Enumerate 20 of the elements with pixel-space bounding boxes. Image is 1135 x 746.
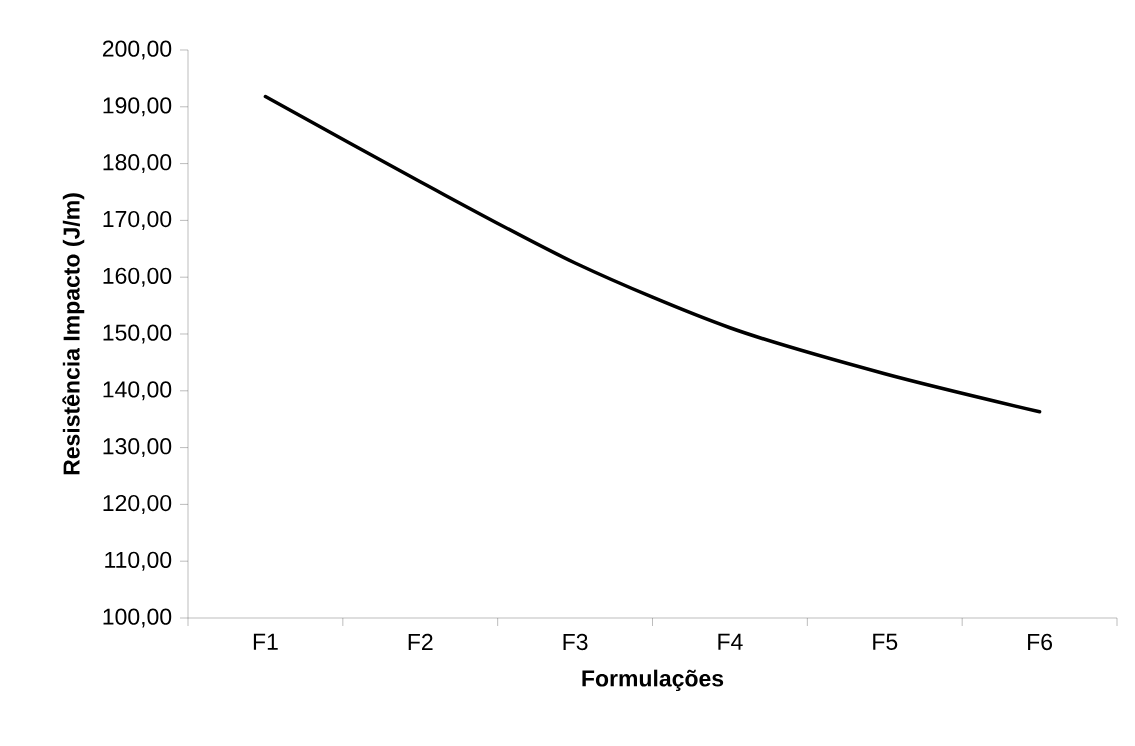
y-tick-label: 110,00 — [105, 551, 172, 571]
line-series — [263, 94, 1042, 414]
y-tick-label: 120,00 — [103, 494, 172, 514]
x-tick-label: F1 — [253, 633, 278, 650]
y-tick-label: 140,00 — [103, 381, 172, 401]
y-tick-label: 160,00 — [103, 267, 172, 287]
y-axis-title: Resistência Impacto (J/m) — [62, 193, 85, 475]
x-tick-label: F3 — [563, 633, 588, 651]
y-tick-label: 180,00 — [103, 154, 172, 174]
y-tick-label: 130,00 — [103, 438, 172, 458]
y-tick-label: 190,00 — [103, 97, 172, 117]
x-tick-label: F2 — [408, 633, 433, 650]
x-tick-label: F5 — [873, 633, 898, 650]
x-tick-label: F6 — [1028, 633, 1053, 651]
y-tick-label: 150,00 — [103, 324, 172, 344]
y-tick-label: 200,00 — [102, 40, 172, 60]
x-axis-title: Formulações — [582, 669, 724, 692]
x-tick-label: F4 — [718, 633, 743, 650]
y-tick-label: 170,00 — [103, 210, 172, 230]
y-tick-label: 100,00 — [103, 608, 172, 628]
